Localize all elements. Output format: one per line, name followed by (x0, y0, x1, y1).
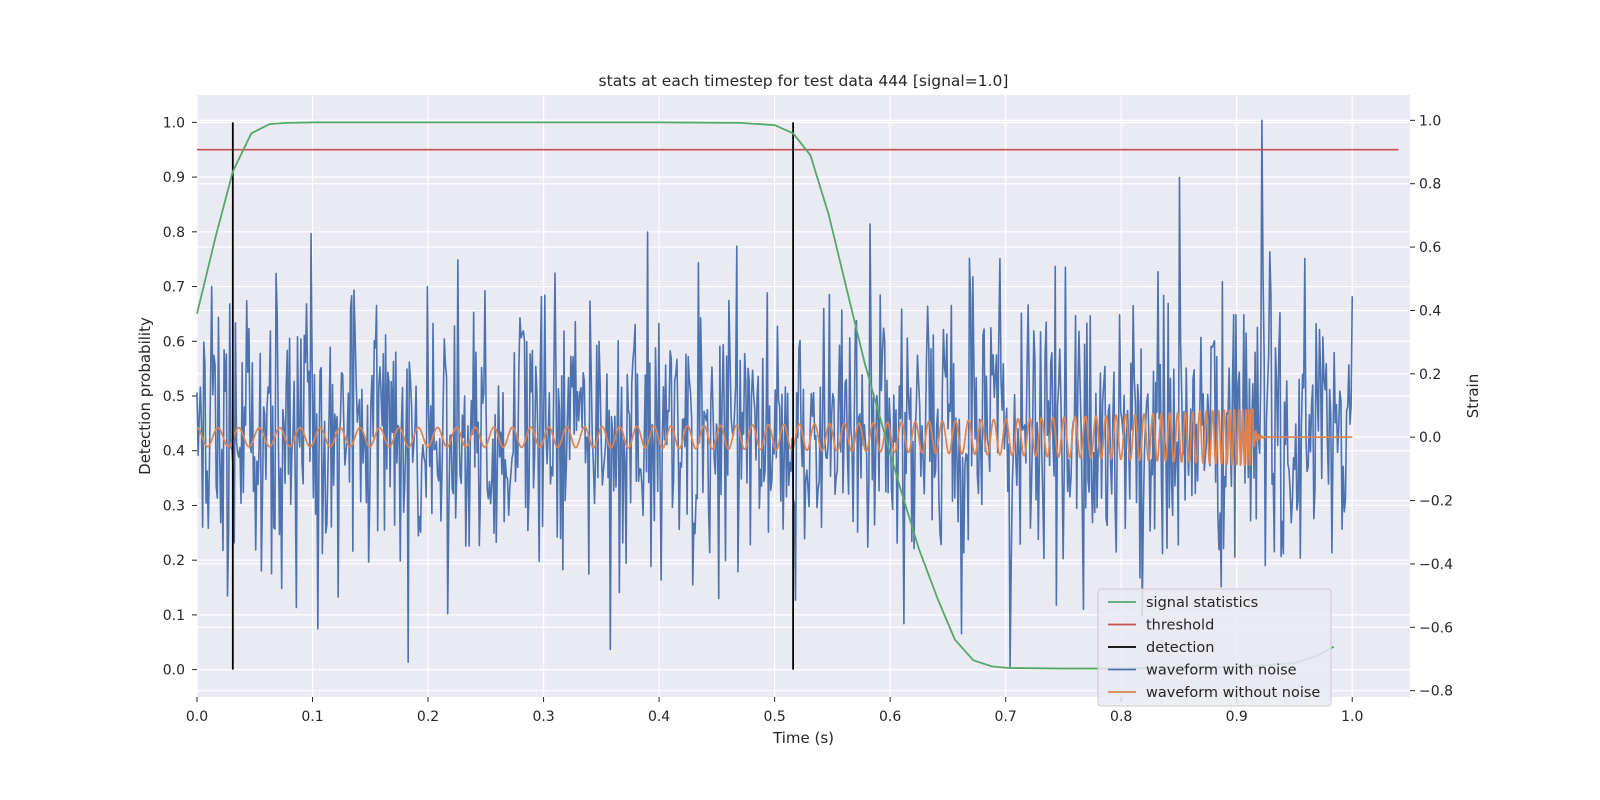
y-right-tick-label: −0.4 (1419, 557, 1453, 573)
x-tick-label: 0.2 (417, 709, 439, 725)
y-right-tick-label: 0.4 (1419, 303, 1441, 319)
y-right-tick-label: −0.8 (1419, 684, 1453, 700)
x-tick-label: 0.4 (648, 709, 670, 725)
y-right-tick-label: 0.6 (1419, 240, 1441, 256)
y-right-tick-label: −0.6 (1419, 620, 1453, 636)
y-left-tick-label: 0.5 (163, 389, 185, 405)
series-waveform-with-noise (196, 119, 1354, 669)
legend-box (1097, 588, 1332, 707)
x-tick-label: 0.1 (301, 709, 323, 725)
x-tick-label: 0.0 (186, 709, 208, 725)
y-left-tick-label: 0.4 (163, 444, 185, 460)
y-left-tick-label: 0.0 (163, 663, 185, 679)
series-waveform-without-noise (196, 408, 1353, 467)
y-left-tick-label: 0.7 (163, 280, 185, 296)
y-right-tick-label: 1.0 (1419, 113, 1441, 129)
y-left-tick-label: 0.1 (163, 608, 185, 624)
x-tick-label: 0.9 (1226, 709, 1248, 725)
tick-layer: 0.0 0.1 0.2 0.3 0.4 0.5 0.6 0.7 0.8 0.9 1.0 0.0 0.1 0… (163, 113, 1453, 725)
y-axis-right-title: Strain (1464, 374, 1482, 418)
x-axis-title: Time (s) (772, 729, 834, 747)
y-right-tick-label: 0.0 (1419, 430, 1441, 446)
x-tick-label: 0.5 (763, 709, 785, 725)
legend-label: detection (1146, 640, 1214, 656)
legend-label: waveform without noise (1146, 685, 1320, 701)
y-right-tick-label: 0.2 (1419, 367, 1441, 383)
x-tick-label: 1.0 (1341, 709, 1363, 725)
chart-title: stats at each timestep for test data 444… (599, 72, 1009, 90)
y-axis-left-title: Detection probability (136, 317, 154, 475)
legend-label: waveform with noise (1146, 663, 1297, 679)
x-tick-label: 0.8 (1110, 709, 1132, 725)
y-left-tick-label: 0.2 (163, 553, 185, 569)
legend: signal statistics threshold detection wavef… (1097, 588, 1332, 707)
x-tick-label: 0.6 (879, 709, 901, 725)
y-left-tick-label: 0.6 (163, 334, 185, 350)
y-left-tick-label: 0.3 (163, 498, 185, 514)
y-right-tick-label: 0.8 (1419, 177, 1441, 193)
y-left-tick-label: 0.9 (163, 170, 185, 186)
legend-label: signal statistics (1146, 595, 1258, 611)
y-right-tick-label: −0.2 (1419, 494, 1453, 510)
x-tick-label: 0.3 (532, 709, 554, 725)
y-left-tick-label: 1.0 (163, 115, 185, 131)
legend-label: threshold (1146, 618, 1214, 634)
x-tick-label: 0.7 (995, 709, 1017, 725)
y-left-tick-label: 0.8 (163, 225, 185, 241)
